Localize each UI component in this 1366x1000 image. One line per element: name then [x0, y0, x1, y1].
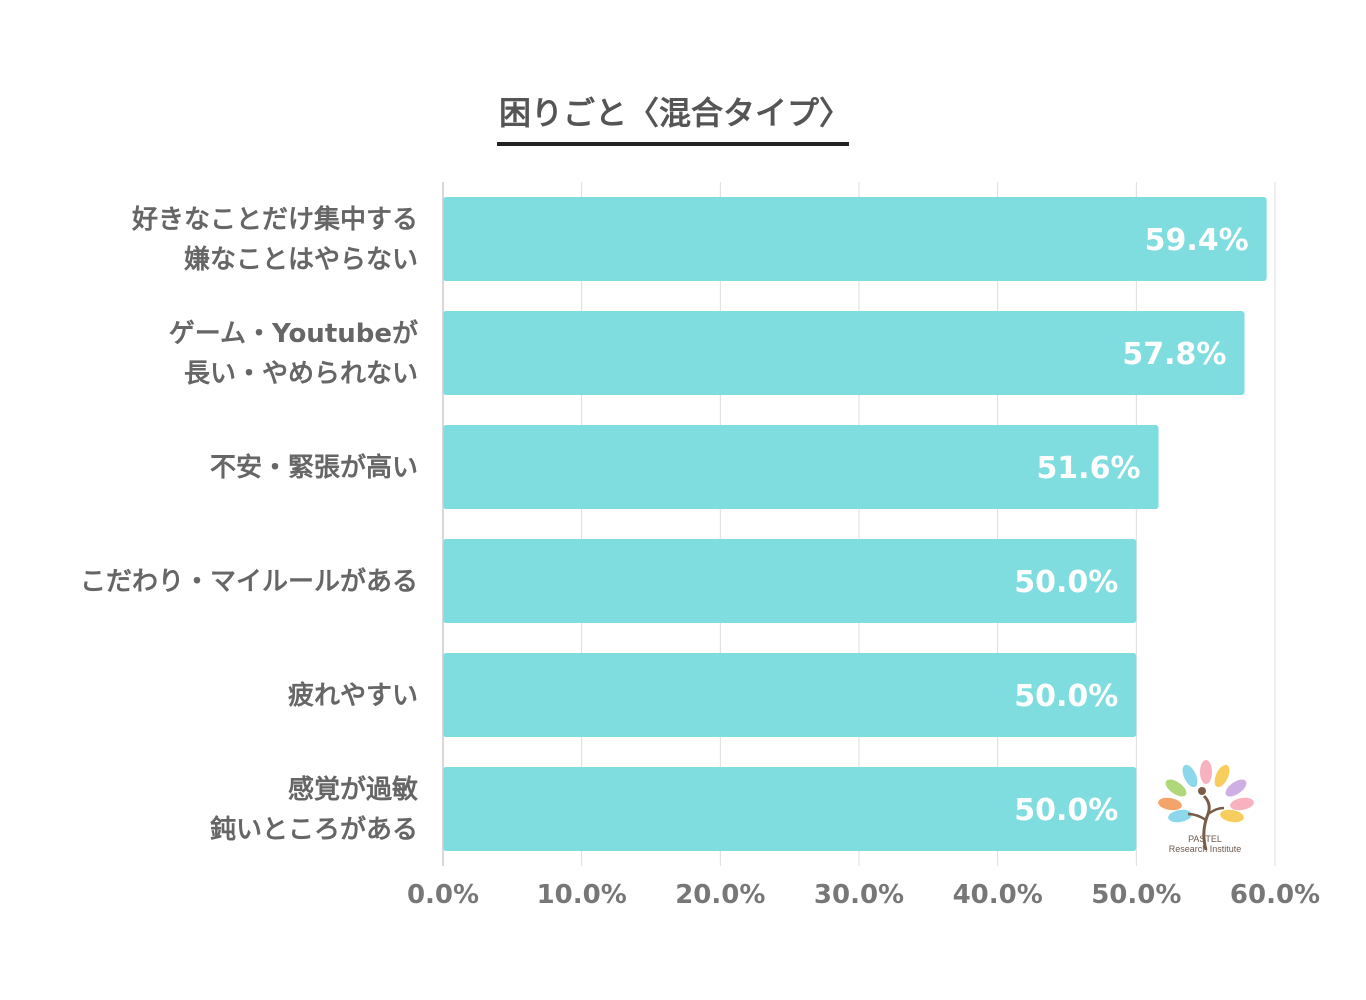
x-tick-label: 0.0% [407, 880, 479, 910]
x-tick-label: 40.0% [953, 880, 1043, 910]
logo-leaf [1168, 809, 1192, 823]
title-underline [497, 142, 849, 146]
data-label: 51.6% [1036, 451, 1140, 486]
chart-title: 困りごと〈混合タイプ〉 [498, 94, 851, 132]
logo-text-line1: PASTEL [1188, 834, 1222, 844]
category-label: 疲れやすい [288, 680, 418, 711]
category-label: 感覚が過敏 [288, 774, 418, 805]
category-label: 不安・緊張が高い [210, 452, 418, 483]
pastel-logo [1158, 760, 1254, 851]
data-label: 59.4% [1145, 223, 1249, 258]
category-label: こだわり・マイルールがある [80, 566, 418, 597]
x-tick-label: 10.0% [537, 880, 627, 910]
logo-leaf [1200, 760, 1212, 784]
logo-leaf [1230, 797, 1254, 811]
bar [443, 197, 1267, 281]
logo-leaf [1158, 797, 1182, 811]
logo-leaf [1182, 764, 1198, 788]
bar [443, 767, 1137, 851]
x-tick-label: 20.0% [675, 880, 765, 910]
data-label: 50.0% [1014, 793, 1118, 828]
data-label: 50.0% [1014, 565, 1118, 600]
logo-leaf [1214, 764, 1230, 788]
bar [443, 311, 1245, 395]
bar [443, 425, 1159, 509]
category-label: 嫌なことはやらない [184, 245, 418, 275]
category-label: 鈍いところがある [210, 814, 418, 845]
bar [443, 653, 1137, 737]
x-tick-label: 30.0% [814, 880, 904, 910]
logo-leaf [1165, 779, 1187, 797]
category-label: 好きなことだけ集中する [131, 204, 418, 235]
category-label: ゲーム・Youtubeが [169, 318, 418, 349]
logo-leaf [1220, 809, 1244, 823]
x-tick-label: 50.0% [1091, 880, 1181, 910]
category-label: 長い・やめられない [184, 359, 418, 389]
logo-text-line2: Research Institute [1168, 844, 1242, 854]
logo-leaf [1225, 779, 1247, 797]
data-label: 57.8% [1122, 337, 1226, 372]
bar [443, 539, 1137, 623]
x-tick-label: 60.0% [1230, 880, 1320, 910]
data-label: 50.0% [1014, 679, 1118, 714]
